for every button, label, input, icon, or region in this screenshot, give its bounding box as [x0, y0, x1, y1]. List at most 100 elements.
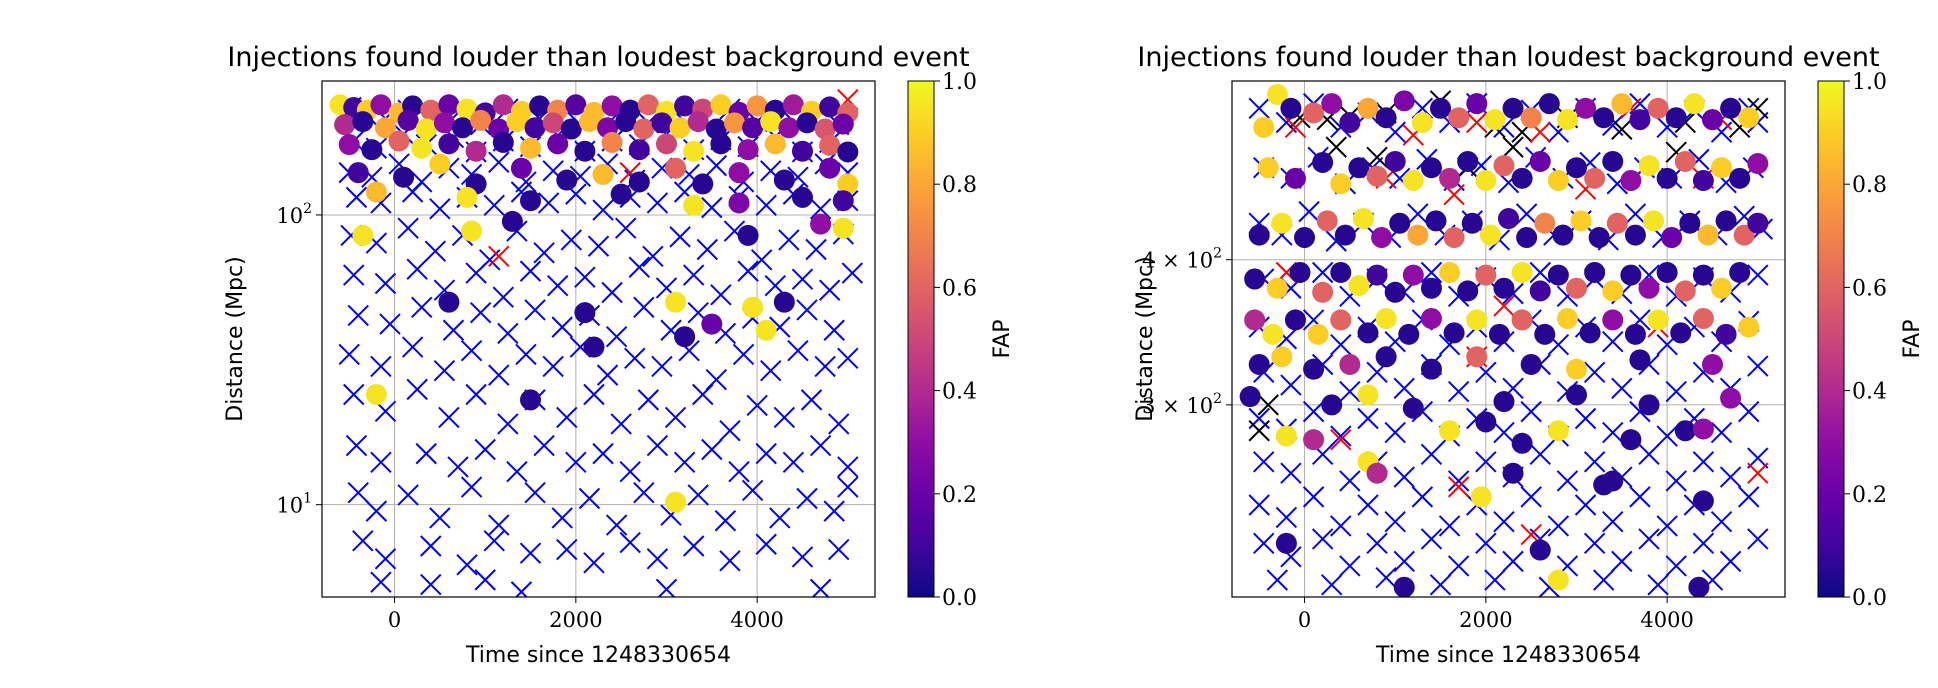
- chart0-found-point: [542, 112, 564, 134]
- chart1-found-point: [1552, 224, 1574, 246]
- chart1-found-point: [1357, 384, 1379, 406]
- chart1-missed-red-marker: [1330, 428, 1352, 451]
- chart1-found-point: [1443, 322, 1465, 344]
- chart0-missed-marker: [397, 484, 419, 506]
- chart1-found-point: [1330, 261, 1352, 283]
- chart1-found-point: [1366, 264, 1388, 286]
- chart0-found-point: [737, 224, 759, 246]
- chart0-missed-marker: [705, 154, 728, 177]
- chart0-missed-marker: [565, 451, 587, 474]
- chart1-found-point: [1393, 90, 1415, 112]
- chart0-found-point: [819, 134, 841, 156]
- chart1-missed-marker: [1556, 470, 1579, 492]
- chart0-missed-marker: [823, 500, 845, 522]
- chart0-found-point: [674, 326, 696, 348]
- chart0-missed-marker: [415, 442, 437, 465]
- chart1-missed-marker: [1665, 470, 1687, 492]
- chart0-missed-marker: [837, 347, 859, 370]
- chart0-missed-marker: [488, 364, 510, 386]
- chart1-found-point: [1620, 169, 1642, 191]
- chart0-missed-marker: [755, 533, 777, 555]
- chart0-missed-marker: [719, 419, 741, 442]
- chart1-found-point: [1556, 109, 1578, 131]
- chart0-missed-marker: [560, 229, 583, 251]
- chart1-found-point: [1466, 346, 1488, 368]
- chart1-found-point: [1339, 353, 1361, 375]
- chart0-missed-marker: [460, 339, 483, 362]
- chart0-found-point: [520, 190, 542, 212]
- chart0-missed-marker: [497, 413, 519, 435]
- chart0-missed-marker: [664, 406, 687, 429]
- chart1-found-point: [1638, 394, 1660, 416]
- chart1-found-point: [1484, 109, 1506, 131]
- chart1-found-point: [1606, 212, 1628, 234]
- chart1-found-point: [1624, 224, 1646, 246]
- chart1-missed-black-marker: [1611, 118, 1633, 140]
- chart0-found-point: [365, 384, 387, 406]
- chart1-missed-marker: [1411, 486, 1434, 508]
- chart0-found-point: [651, 112, 673, 134]
- chart1-found-point: [1729, 261, 1751, 283]
- chart1-found-point: [1547, 169, 1569, 191]
- chart1-missed-marker: [1420, 528, 1443, 550]
- chart1-found-point: [1357, 322, 1379, 344]
- chart1-found-point: [1511, 309, 1533, 331]
- chart1-missed-marker: [1357, 407, 1379, 430]
- chart0-y-tick-exp: 2: [303, 201, 312, 217]
- chart0-found-point: [728, 192, 750, 214]
- chart0-missed-marker: [805, 238, 827, 261]
- chart0-found-point: [655, 133, 677, 155]
- chart1-missed-marker: [1602, 331, 1624, 353]
- chart1-missed-marker: [1747, 355, 1769, 377]
- chart1-missed-marker: [1719, 466, 1742, 488]
- chart0-missed-marker: [347, 304, 369, 327]
- chart0-missed-marker: [578, 487, 601, 510]
- chart0-missed-marker: [537, 192, 560, 214]
- chart1-colorbar-tick-label: 0.2: [1852, 483, 1887, 508]
- chart1-missed-marker: [1447, 555, 1470, 577]
- chart1-missed-marker: [1248, 494, 1270, 516]
- chart0-found-point: [701, 313, 723, 335]
- chart1-found-point: [1244, 309, 1266, 331]
- chart1-missed-marker: [1393, 550, 1415, 573]
- chart1-found-point: [1565, 157, 1587, 179]
- chart1-found-point: [1366, 165, 1388, 187]
- chart1-missed-marker: [1747, 528, 1769, 550]
- chart0-missed-marker: [633, 296, 655, 319]
- chart1-found-point: [1692, 169, 1714, 191]
- chart1-found-point: [1466, 93, 1488, 115]
- chart1-found-point: [1262, 323, 1284, 345]
- chart1-missed-marker: [1629, 486, 1651, 508]
- chart1-found-point: [1430, 97, 1452, 119]
- chart1-found-point: [1357, 97, 1379, 119]
- chart0-colorbar-tick-label: 0.2: [942, 483, 977, 508]
- chart0-missed-marker: [542, 355, 564, 378]
- chart0-y-tick-base: 10: [276, 494, 303, 518]
- chart1-found-point: [1520, 107, 1542, 129]
- chart1-found-point: [1389, 212, 1411, 234]
- chart1-missed-marker: [1280, 374, 1302, 396]
- chart0-found-point: [465, 140, 487, 162]
- chart1-missed-marker: [1692, 451, 1715, 473]
- chart1-missed-black-marker: [1257, 394, 1279, 416]
- chart0-found-point: [615, 111, 637, 133]
- chart1-found-point: [1692, 418, 1714, 440]
- chart1-missed-marker: [1447, 380, 1470, 403]
- chart1-found-point: [1402, 169, 1424, 191]
- chart1-found-point: [1479, 224, 1501, 246]
- chart0-missed-marker: [510, 581, 533, 597]
- chart1-missed-marker: [1747, 447, 1769, 469]
- chart1-found-point: [1729, 167, 1751, 189]
- chart0-found-point: [601, 95, 623, 117]
- chart0-found-point: [374, 117, 396, 139]
- chart0-found-point: [438, 291, 460, 313]
- chart0-found-point: [352, 111, 374, 133]
- chart1-missed-marker: [1602, 510, 1624, 533]
- chart0-colorbar-tick-label: 0.6: [942, 276, 977, 301]
- chart1-found-point: [1284, 309, 1306, 331]
- chart1-colorbar-tick-label: 0.4: [1852, 380, 1887, 405]
- chart0-found-point: [837, 141, 859, 163]
- chart1-missed-red-marker: [1284, 116, 1307, 139]
- chart0-missed-marker: [343, 264, 365, 286]
